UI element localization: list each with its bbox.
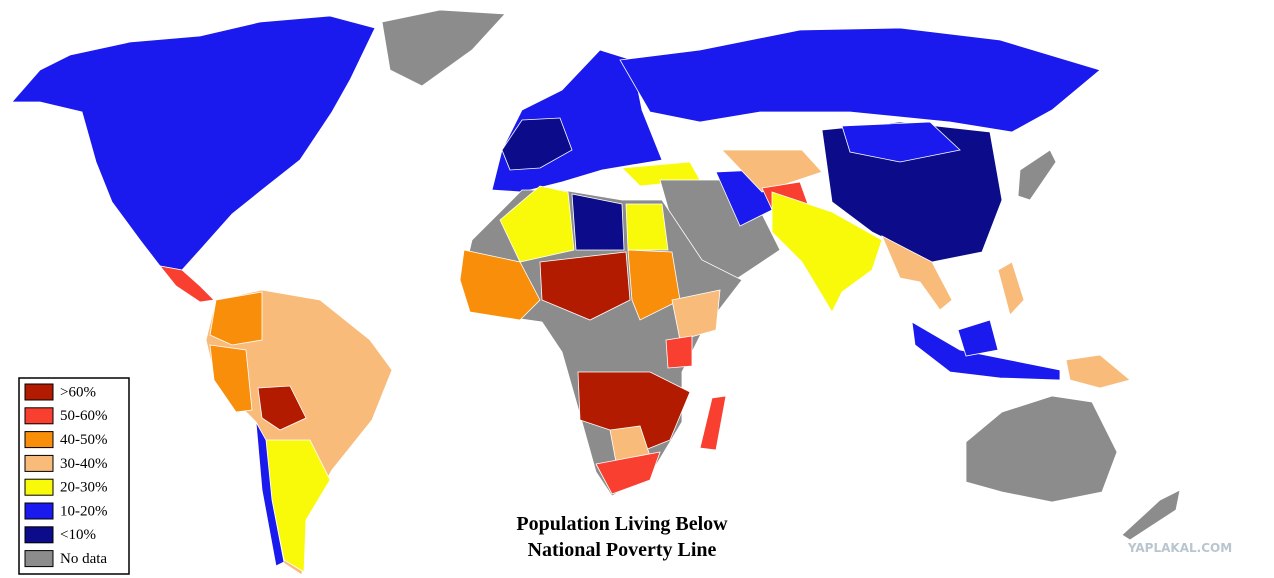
- ethiopia: [671, 289, 721, 341]
- legend-label: 50-60%: [60, 408, 108, 424]
- russia: [619, 27, 1101, 133]
- legend-swatch: [24, 502, 54, 520]
- india: [771, 191, 883, 313]
- west-africa: [459, 249, 541, 321]
- legend-swatch: [24, 478, 54, 496]
- papua: [1065, 354, 1131, 389]
- legend-swatch: [24, 526, 54, 544]
- australia: [965, 395, 1118, 503]
- legend-label: 20-30%: [60, 480, 108, 496]
- legend: >60% 50-60% 40-50% 30-40% 20-30% 10-20% <10% No…: [24, 383, 108, 568]
- colombia: [209, 291, 263, 346]
- chile: [255, 421, 285, 567]
- borneo: [957, 319, 999, 357]
- legend-label: 30-40%: [60, 456, 108, 472]
- legend-swatch: [24, 383, 54, 401]
- bolivia: [257, 385, 307, 431]
- central-sahel: [539, 251, 631, 321]
- central-america: [159, 265, 215, 303]
- legend-label: No data: [60, 551, 107, 567]
- southern-africa: [577, 371, 691, 453]
- title-line: Population Living Below: [516, 513, 728, 535]
- title-line: National Poverty Line: [528, 539, 717, 561]
- madagascar: [699, 395, 727, 451]
- legend-label: <10%: [60, 527, 96, 543]
- countries: [11, 9, 1181, 576]
- southeast-asia: [881, 235, 953, 311]
- legend-swatch: [24, 431, 54, 449]
- peru: [209, 344, 253, 413]
- kenya: [665, 335, 693, 369]
- new-zealand: [1121, 489, 1181, 541]
- central-asia: [721, 149, 823, 193]
- north-america: [11, 15, 376, 271]
- philippines: [997, 261, 1025, 316]
- mongolia: [841, 121, 961, 163]
- western-europe: [501, 117, 573, 171]
- egypt: [625, 203, 669, 251]
- legend-label: >60%: [60, 384, 96, 400]
- legend-label: 10-20%: [60, 503, 108, 519]
- greenland: [381, 9, 506, 87]
- south-africa: [595, 451, 661, 495]
- sudan: [627, 249, 681, 321]
- legend-label: 40-50%: [60, 432, 108, 448]
- watermark: YAPLAKAL.COM: [1127, 541, 1232, 555]
- north-africa: [499, 185, 575, 263]
- legend-swatch: [24, 407, 54, 425]
- libya: [571, 193, 625, 251]
- legend-swatch: [24, 454, 54, 472]
- legend-swatch: [24, 550, 54, 568]
- japan: [1017, 149, 1057, 201]
